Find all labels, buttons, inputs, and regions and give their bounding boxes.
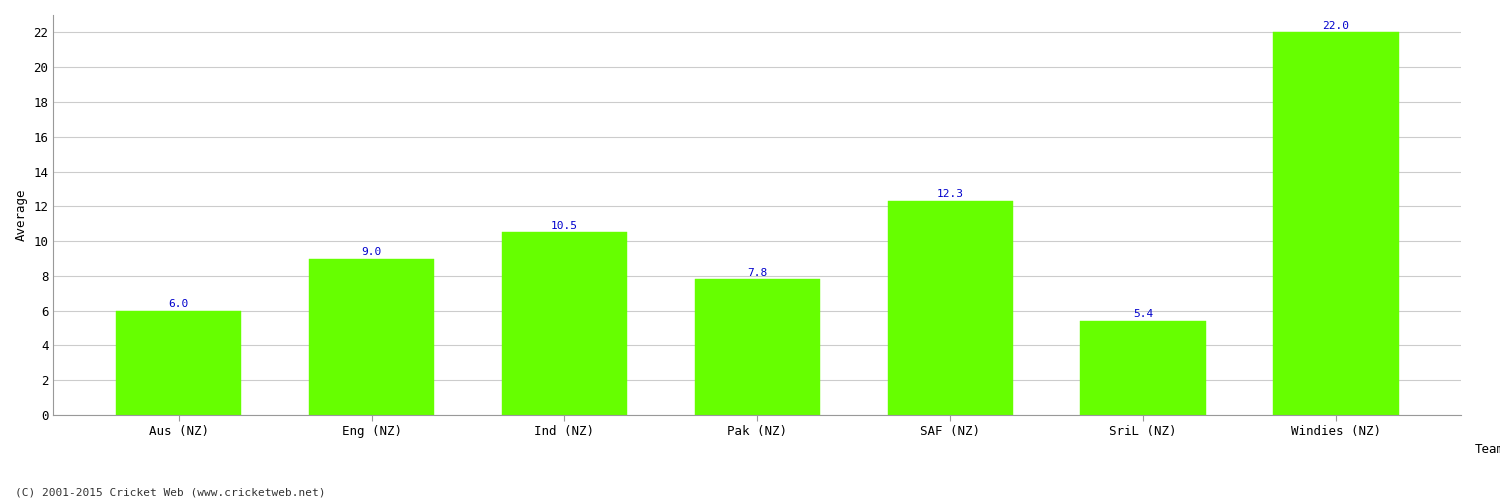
Y-axis label: Average: Average (15, 189, 28, 242)
Bar (888, 201, 1013, 415)
Text: 9.0: 9.0 (362, 247, 382, 257)
Text: 6.0: 6.0 (168, 299, 189, 309)
Text: 22.0: 22.0 (1323, 20, 1350, 30)
Text: 12.3: 12.3 (936, 190, 963, 200)
Text: (C) 2001-2015 Cricket Web (www.cricketweb.net): (C) 2001-2015 Cricket Web (www.cricketwe… (15, 488, 326, 498)
Text: 5.4: 5.4 (1132, 310, 1154, 320)
Bar (1080, 321, 1206, 415)
Text: 10.5: 10.5 (550, 220, 578, 230)
Text: 7.8: 7.8 (747, 268, 768, 278)
Bar (694, 280, 820, 415)
X-axis label: Team: Team (1474, 443, 1500, 456)
Bar (1274, 32, 1398, 415)
Bar (116, 310, 242, 415)
Bar (503, 232, 627, 415)
Bar (309, 258, 435, 415)
